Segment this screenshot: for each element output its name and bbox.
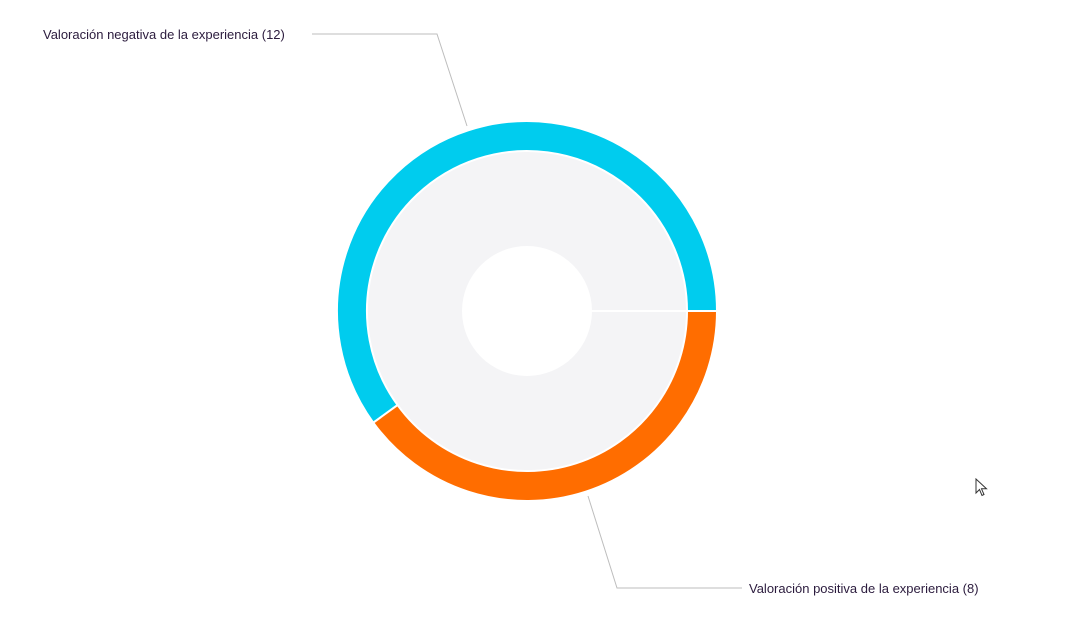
mouse-cursor-icon xyxy=(975,478,988,497)
slice-label-positive: Valoración positiva de la experiencia (8… xyxy=(749,581,979,596)
leader-line-negative xyxy=(312,33,468,127)
slice-negative[interactable] xyxy=(336,120,719,425)
leader-line-positive xyxy=(587,495,742,589)
slice-label-negative: Valoración negativa de la experiencia (1… xyxy=(43,27,285,42)
chart-center-hole xyxy=(462,246,592,376)
